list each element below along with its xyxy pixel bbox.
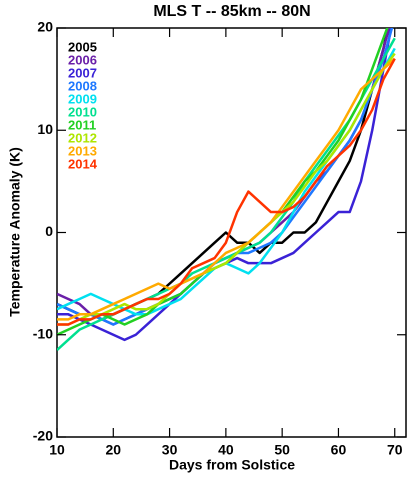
legend-label: 2009 [68, 91, 97, 106]
y-axis-label: Temperature Anomaly (K) [7, 147, 23, 317]
legend-label: 2014 [68, 156, 98, 171]
chart-title: MLS T -- 85km -- 80N [153, 3, 310, 20]
y-tick-label: 0 [45, 223, 53, 239]
legend-label: 2012 [68, 130, 97, 145]
y-tick-label: -20 [33, 428, 53, 444]
x-tick-label: 50 [274, 442, 290, 458]
legend-label: 2013 [68, 143, 97, 158]
legend-label: 2011 [68, 117, 96, 132]
data-line [57, 57, 396, 321]
data-line [57, 47, 396, 316]
legend-label: 2007 [68, 65, 97, 80]
x-tick-label: 20 [106, 442, 122, 458]
x-tick-label: 40 [218, 442, 234, 458]
x-axis-label: Days from Solstice [169, 457, 295, 473]
data-line [57, 58, 396, 326]
y-tick-label: 10 [37, 121, 53, 137]
data-line [57, 28, 390, 321]
data-line [57, 37, 396, 352]
legend-label: 2005 [68, 39, 97, 54]
x-tick-label: 70 [387, 442, 403, 458]
x-tick-label: 60 [331, 442, 347, 458]
lines [57, 28, 396, 352]
x-tick-label: 30 [162, 442, 178, 458]
plot-frame [56, 27, 407, 438]
y-tick-label: 20 [37, 19, 53, 35]
legend-label: 2010 [68, 104, 97, 119]
legend-label: 2006 [68, 52, 97, 67]
legend-label: 2008 [68, 78, 97, 93]
y-tick-label: -10 [33, 325, 53, 341]
data-line [57, 28, 391, 326]
x-tick-label: 10 [49, 442, 65, 458]
data-line [57, 52, 396, 326]
